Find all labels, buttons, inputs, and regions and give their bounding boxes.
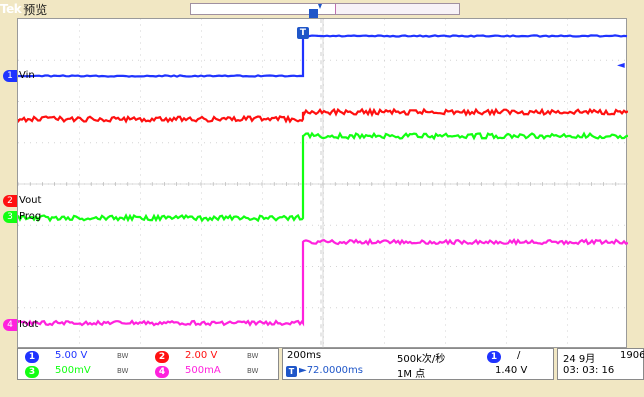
ch3-badge[interactable]: 3: [25, 366, 39, 378]
waveform-display[interactable]: [17, 18, 628, 349]
ch1-scale: 5.00 V: [55, 350, 88, 361]
center-ticks: [18, 19, 617, 345]
date: 24 9月: [563, 354, 596, 365]
horizontal-position[interactable]: ►72.0000ms: [299, 365, 363, 376]
ch1-waveform: [18, 34, 628, 78]
ch2-marker[interactable]: 2: [3, 195, 17, 207]
top-bar: Tek 预览: [0, 0, 644, 18]
trigger-level-arrow[interactable]: ◄: [617, 60, 625, 71]
ch1-label: Vin: [19, 70, 35, 81]
horizontal-panel: [282, 348, 554, 380]
ch4-waveform: [18, 237, 628, 327]
ch1-bw-icon: BW: [117, 352, 129, 360]
ch2-bw-icon: BW: [247, 352, 259, 360]
ch2-waveform: [18, 107, 628, 124]
record-overview[interactable]: [190, 3, 460, 15]
channel-scale-panel: [17, 348, 279, 380]
ch2-label: Vout: [19, 195, 42, 206]
time: 03: 03: 16: [563, 365, 615, 376]
ch4-bw-icon: BW: [247, 367, 259, 375]
ch1-marker[interactable]: 1: [3, 70, 17, 82]
timebase-scale[interactable]: 200ms: [287, 350, 322, 361]
ch2-badge[interactable]: 2: [155, 351, 169, 363]
ch3-bw-icon: BW: [117, 367, 129, 375]
ch3-scale: 500mV: [55, 365, 91, 376]
brand: Tek 预览: [0, 1, 47, 17]
acquisition-mode: 预览: [23, 2, 48, 17]
ch1-badge[interactable]: 1: [25, 351, 39, 363]
record-length: 1M 点: [397, 369, 426, 380]
ch3-marker[interactable]: 3: [3, 211, 17, 223]
trigger-marker[interactable]: T: [297, 27, 309, 39]
ch4-label: Iout: [19, 319, 39, 330]
tek-logo: Tek: [0, 2, 22, 16]
ch4-scale: 500mA: [185, 365, 221, 376]
ch3-label: Prog: [19, 211, 42, 222]
waveform-graticule: [18, 19, 628, 349]
year: 1906: [620, 350, 644, 361]
ch3-waveform: [18, 131, 628, 223]
trigger-source-badge[interactable]: 1: [487, 351, 501, 363]
sample-rate: 500k次/秒: [397, 354, 446, 365]
readout-bar: 1 5.00 V BW 2 2.00 V BW 3 500mV BW 4 500…: [17, 348, 644, 397]
record-window: [191, 4, 336, 14]
ch2-scale: 2.00 V: [185, 350, 218, 361]
ch4-marker[interactable]: 4: [3, 319, 17, 331]
trigger-slope-icon: /: [517, 350, 521, 361]
grid-dots: [18, 19, 625, 344]
trigger-level: 1.40 V: [495, 365, 528, 376]
datetime-panel: [557, 348, 644, 380]
horizontal-position-icon: T: [286, 366, 297, 377]
ch4-badge[interactable]: 4: [155, 366, 169, 378]
trigger-position-indicator: [309, 4, 322, 18]
